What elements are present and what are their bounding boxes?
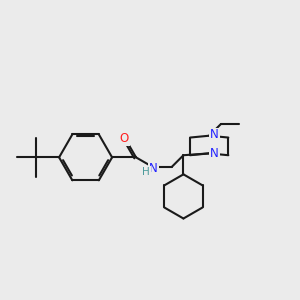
Text: O: O (120, 132, 129, 145)
Text: N: N (210, 128, 219, 142)
Text: H: H (142, 167, 150, 177)
Text: N: N (149, 161, 158, 175)
Text: N: N (210, 147, 219, 160)
